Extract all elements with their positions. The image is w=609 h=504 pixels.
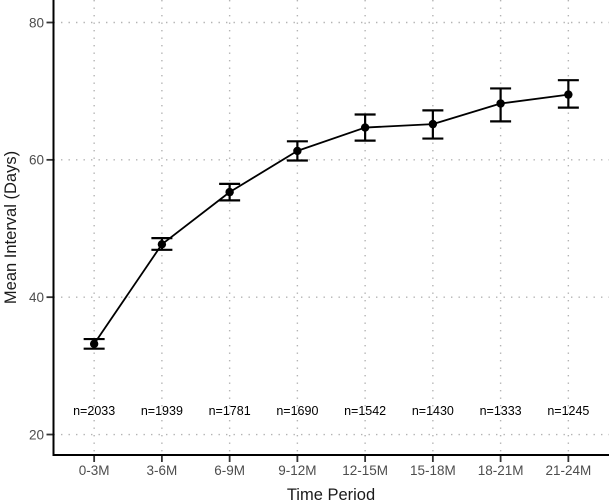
x-tick-label: 12-15M bbox=[342, 463, 388, 478]
sample-size-label: n=1333 bbox=[480, 404, 522, 418]
sample-size-label: n=1690 bbox=[276, 404, 318, 418]
tick-labels: 20 40 60 80 0-3M 3-6M 6-9M 9-12M 12-15M 15-18M 18-… bbox=[29, 15, 591, 478]
x-tick-label: 15-18M bbox=[410, 463, 456, 478]
x-tick-label: 3-6M bbox=[147, 463, 178, 478]
data-point bbox=[89, 339, 99, 349]
series-line bbox=[93, 93, 569, 345]
axis-frame bbox=[52, 0, 609, 456]
x-tick-label: 0-3M bbox=[79, 463, 110, 478]
sample-size-label: n=1430 bbox=[412, 404, 454, 418]
data-point bbox=[428, 119, 438, 129]
sample-size-label: n=1781 bbox=[209, 404, 251, 418]
gridlines bbox=[53, 0, 609, 455]
data-point bbox=[564, 90, 573, 99]
tick-marks bbox=[46, 21, 570, 462]
sample-size-label: n=1939 bbox=[141, 404, 183, 418]
x-axis-title: Time Period bbox=[287, 486, 375, 504]
x-tick-label: 21-24M bbox=[545, 463, 591, 478]
data-point bbox=[225, 187, 234, 197]
data-point bbox=[293, 146, 302, 156]
sample-size-label: n=1245 bbox=[547, 404, 589, 418]
data-series bbox=[83, 79, 579, 350]
data-point bbox=[496, 99, 505, 108]
axis-lines bbox=[52, 0, 609, 456]
y-tick-label: 80 bbox=[29, 15, 44, 30]
x-tick-label: 6-9M bbox=[214, 463, 245, 478]
sample-size-label: n=2033 bbox=[73, 404, 115, 418]
y-axis-title: Mean Interval (Days) bbox=[2, 151, 20, 304]
data-point bbox=[360, 123, 370, 132]
sample-size-label: n=1542 bbox=[344, 404, 386, 418]
y-tick-label: 60 bbox=[29, 153, 44, 168]
x-tick-label: 18-21M bbox=[478, 463, 524, 478]
data-point bbox=[157, 240, 167, 249]
y-tick-label: 20 bbox=[29, 427, 44, 442]
x-tick-label: 9-12M bbox=[278, 463, 316, 478]
y-tick-label: 40 bbox=[29, 290, 44, 305]
sample-size-labels: n=2033 n=1939 n=1781 n=1690 n=1542 n=1430 n=13… bbox=[73, 404, 589, 418]
